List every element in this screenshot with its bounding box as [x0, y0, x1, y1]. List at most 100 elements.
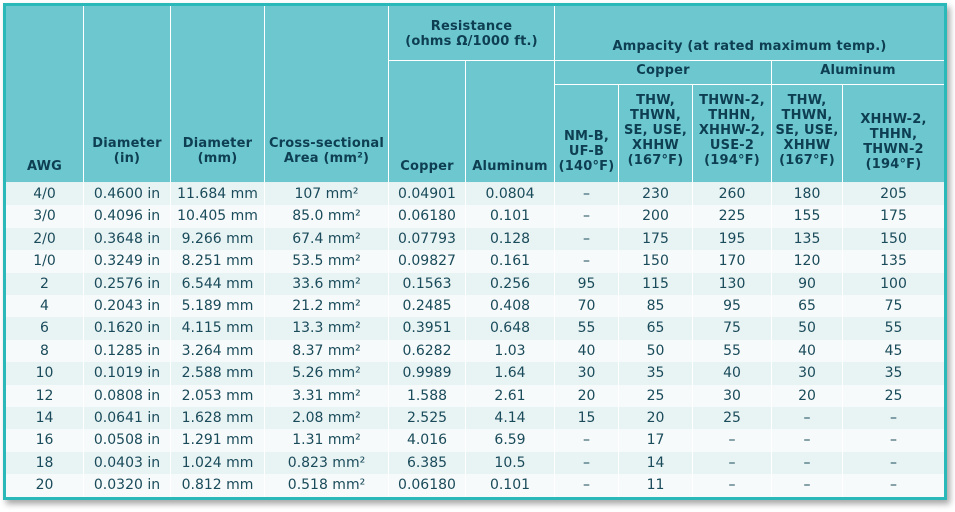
table-row: 2 0.2576 in 6.544 mm 33.6 mm² 0.1563 0.256 95 1…: [6, 272, 944, 296]
table-row: 6 0.1620 in 4.115 mm 13.3 mm² 0.3951 0.648 55 6…: [6, 317, 944, 341]
cell-diameter-in: 0.4096 in: [93, 208, 161, 225]
cell-res-aluminum: 6.59: [494, 432, 526, 449]
col-divider: [83, 6, 84, 497]
cell-res-aluminum: 0.161: [489, 253, 531, 270]
cell-res-aluminum: 1.64: [494, 365, 526, 382]
cell-cu-167: 25: [646, 387, 665, 404]
cell-al-194: –: [890, 432, 897, 449]
cell-awg: 4/0: [33, 186, 56, 202]
cell-awg: 6: [40, 320, 49, 337]
cell-cu-167: 85: [646, 298, 665, 314]
cell-awg: 16: [35, 432, 54, 449]
cell-cu-140: –: [583, 432, 590, 449]
header-diameter-in: Diameter (in): [92, 136, 162, 166]
cell-cu-194: 130: [718, 275, 746, 292]
cell-al-167: 40: [798, 342, 816, 359]
cell-cu-194: 260: [718, 186, 746, 202]
table-row: 4 0.2043 in 5.189 mm 21.2 mm² 0.2485 0.408 70 8…: [6, 295, 944, 318]
table-row: 2/0 0.3648 in 9.266 mm 67.4 mm² 0.07793 0.128…: [6, 227, 944, 251]
cell-res-aluminum: 0.101: [489, 208, 531, 225]
cell-cu-167: 17: [646, 432, 665, 449]
cell-cu-194: 95: [723, 298, 741, 314]
cell-res-copper: 0.6282: [402, 342, 452, 359]
table-row: 10 0.1019 in 2.588 mm 5.26 mm² 0.9989 1.64 30 3…: [6, 362, 944, 386]
cell-diameter-mm: 10.405 mm: [177, 208, 258, 225]
cell-al-194: 55: [884, 320, 903, 337]
cell-res-copper: 0.07793: [398, 230, 456, 247]
cell-diameter-in: 0.3648 in: [93, 230, 161, 247]
header-resistance: Resistance (ohms Ω/1000 ft.): [405, 19, 538, 49]
cell-area: 85.0 mm²: [292, 208, 361, 225]
cell-al-167: –: [803, 432, 811, 449]
cell-awg: 3/0: [33, 208, 56, 225]
cell-awg: 2/0: [33, 230, 56, 247]
col-divider: [264, 6, 265, 497]
cell-awg: 4: [40, 298, 49, 314]
cell-diameter-in: 0.1285 in: [93, 342, 161, 359]
cell-al-167: –: [803, 410, 811, 426]
cell-area: 2.08 mm²: [292, 410, 361, 426]
cell-cu-140: –: [583, 230, 590, 247]
cell-res-copper: 1.588: [406, 387, 448, 404]
col-divider: [842, 84, 843, 497]
cell-res-copper: 4.016: [406, 432, 448, 449]
table-row: 20 0.0320 in 0.812 mm 0.518 mm² 0.06180 0.101…: [6, 474, 944, 497]
cell-diameter-in: 0.2576 in: [93, 275, 161, 292]
cell-cu-194: 25: [723, 410, 741, 426]
cell-cu-140: –: [583, 477, 590, 494]
cell-cu-194: 55: [723, 342, 741, 359]
table-row: 16 0.0508 in 1.291 mm 1.31 mm² 4.016 6.59 – 17 –…: [6, 429, 944, 453]
header-diameter-mm: Diameter (mm): [182, 136, 253, 166]
cell-awg: 12: [35, 387, 54, 404]
col-divider: [170, 6, 171, 497]
cell-al-167: 50: [798, 320, 816, 337]
cell-res-copper: 0.09827: [398, 253, 456, 270]
header-amp-aluminum: Aluminum: [820, 63, 896, 78]
header-divider-groups: [555, 84, 944, 85]
cell-res-aluminum: 0.648: [489, 320, 531, 337]
cell-res-copper: 0.1563: [402, 275, 452, 292]
cell-res-copper: 0.9989: [402, 365, 452, 382]
table-row: 1/0 0.3249 in 8.251 mm 53.5 mm² 0.09827 0.161…: [6, 250, 944, 274]
cell-awg: 14: [35, 410, 54, 426]
cell-cu-167: 11: [646, 477, 665, 494]
cell-area: 33.6 mm²: [292, 275, 361, 292]
cell-diameter-mm: 9.266 mm: [181, 230, 254, 247]
cell-diameter-mm: 0.812 mm: [181, 477, 254, 494]
col-divider: [771, 60, 772, 497]
table-header: AWG Diameter (in) Diameter (mm) Cross-sect…: [6, 6, 944, 182]
cell-al-167: 30: [798, 365, 816, 382]
cell-res-copper: 0.06180: [398, 477, 456, 494]
cell-al-167: 180: [793, 186, 821, 202]
cell-cu-140: –: [583, 186, 590, 202]
cell-cu-167: 20: [646, 410, 665, 426]
cell-al-194: –: [890, 410, 897, 426]
cell-cu-167: 175: [642, 230, 669, 247]
cell-cu-167: 35: [646, 365, 665, 382]
cell-diameter-mm: 2.053 mm: [181, 387, 254, 404]
cell-diameter-in: 0.3249 in: [93, 253, 161, 270]
cell-al-194: 205: [880, 186, 907, 202]
cell-al-194: –: [890, 454, 897, 471]
cell-cu-194: –: [728, 477, 736, 494]
cell-res-aluminum: 10.5: [494, 454, 526, 471]
table-row: 18 0.0403 in 1.024 mm 0.823 mm² 6.385 10.5 – 14…: [6, 451, 944, 475]
cell-res-aluminum: 0.256: [489, 275, 531, 292]
cell-al-167: 65: [798, 298, 816, 314]
cell-res-copper: 0.3951: [402, 320, 452, 337]
col-divider: [618, 84, 619, 497]
col-divider: [465, 60, 466, 497]
cell-diameter-mm: 11.684 mm: [177, 186, 258, 202]
cell-al-167: 155: [793, 208, 821, 225]
cell-diameter-mm: 3.264 mm: [181, 342, 254, 359]
cell-diameter-in: 0.0320 in: [93, 477, 161, 494]
cell-area: 21.2 mm²: [292, 298, 361, 314]
cell-cu-140: 55: [577, 320, 596, 337]
cell-area: 53.5 mm²: [292, 253, 361, 270]
cell-al-194: –: [890, 477, 897, 494]
cell-cu-167: 50: [646, 342, 665, 359]
header-amp-copper: Copper: [636, 63, 690, 78]
header-res-aluminum: Aluminum: [472, 159, 548, 174]
cell-al-167: 20: [798, 387, 816, 404]
cell-area: 1.31 mm²: [292, 432, 361, 449]
